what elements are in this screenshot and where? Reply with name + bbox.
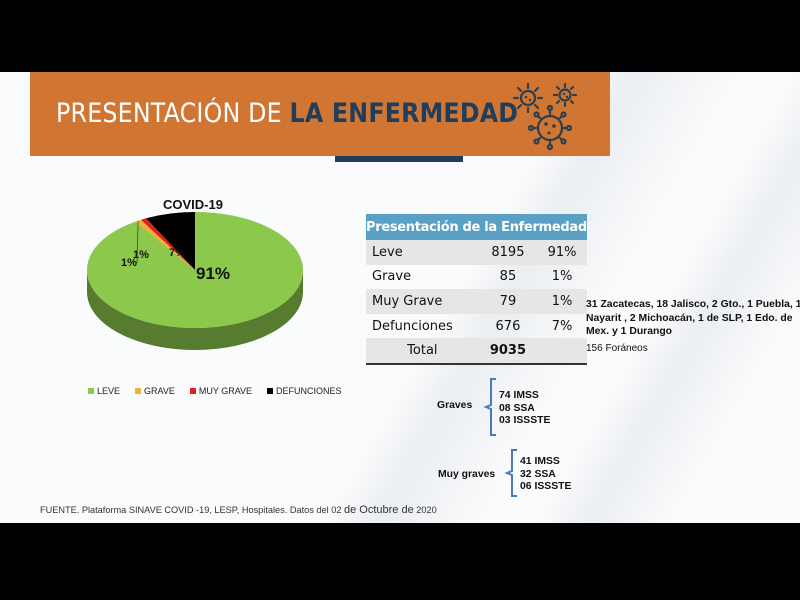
row-pct: 1%	[537, 289, 587, 314]
group-item: 74 IMSS	[499, 390, 539, 401]
title-bold: LA ENFERMEDAD	[289, 98, 519, 129]
pie-chart: 91% 1%1% 7%	[86, 212, 303, 350]
footer-year: 2020	[413, 505, 437, 515]
pie-label-muy-grave: 1%	[133, 249, 149, 261]
group-label: Muy graves	[438, 469, 496, 480]
legend-swatch	[88, 388, 94, 394]
source-footer: FUENTE. Plataforma SINAVE COVID -19, LES…	[40, 504, 437, 516]
origin-note: 31 Zacatecas, 18 Jalisco, 2 Gto., 1 Pueb…	[586, 299, 800, 337]
pie-slice-leve	[86, 212, 303, 328]
group-item: 06 ISSSTE	[520, 481, 572, 492]
legend-label: LEVE	[97, 386, 121, 396]
slide: PRESENTACIÓN DE LA ENFERMEDAD	[0, 72, 800, 523]
row-label: Grave	[372, 269, 412, 285]
brace-icon	[504, 449, 517, 497]
legend-swatch	[267, 388, 274, 394]
title-underline	[335, 156, 463, 162]
pie-slice-grave	[135, 219, 195, 270]
row-label: Leve	[366, 240, 479, 265]
title-light: PRESENTACIÓN DE	[56, 98, 290, 129]
group-item: 08 SSA	[499, 402, 535, 414]
legend-item-grave: GRAVE	[135, 386, 175, 396]
row-pct: 7%	[551, 318, 573, 334]
legend-label: MUY GRAVE	[198, 386, 253, 396]
group-item: 32 SSA	[520, 468, 556, 480]
pie-leader-line	[136, 220, 139, 264]
total-label: Total	[366, 338, 479, 365]
group-items: 41 IMSS 32 SSA 06 ISSSTE	[520, 456, 571, 494]
title-banner: PRESENTACIÓN DE LA ENFERMEDAD	[30, 72, 610, 156]
page-title: PRESENTACIÓN DE LA ENFERMEDAD	[56, 98, 518, 129]
pie-slice-muy-grave	[140, 218, 195, 270]
footer-source: FUENTE. Plataforma SINAVE COVID -19, LES…	[40, 505, 344, 515]
table-total-row: Total 9035	[366, 338, 587, 365]
legend-swatch	[135, 388, 142, 394]
virus-icon	[512, 82, 578, 150]
row-label: Muy Grave	[366, 289, 479, 314]
total-empty	[537, 338, 587, 365]
table-row: Grave 85 1%	[366, 265, 587, 290]
legend-item-defunciones: DEFUNCIONES	[267, 386, 342, 396]
pie-label-defunciones: 7%	[169, 247, 185, 259]
table-row: Leve 8195 91%	[366, 240, 587, 265]
legend-item-muy-grave: MUY GRAVE	[189, 386, 253, 396]
group-item: 41 IMSS	[520, 456, 560, 467]
row-pct: 91%	[537, 240, 587, 265]
pie-label-grave: 1%	[121, 257, 137, 269]
legend-item-leve: LEVE	[88, 386, 120, 396]
table-header: Presentación de la Enfermedad	[366, 214, 587, 240]
total-value: 9035	[478, 338, 538, 365]
legend-label: DEFUNCIONES	[276, 386, 342, 396]
footer-date: de Octubre de	[344, 504, 414, 516]
pie-side-leve	[87, 270, 303, 350]
table-row: Muy Grave 79 1%	[366, 289, 587, 314]
foraneos-note: 156 Foráneos	[586, 343, 648, 354]
row-count: 79	[478, 289, 538, 314]
row-count: 85	[499, 269, 517, 285]
legend-label: GRAVE	[144, 386, 175, 396]
legend-swatch	[189, 388, 196, 394]
group-item: 03 ISSSTE	[499, 415, 551, 426]
row-label: Defunciones	[372, 318, 453, 334]
brace-icon	[483, 378, 496, 436]
row-pct: 1%	[551, 269, 573, 285]
group-items: 74 IMSS 08 SSA 03 ISSSTE	[499, 390, 550, 428]
data-table: Presentación de la Enfermedad Leve 8195 …	[366, 214, 587, 365]
pie-slice-defunciones	[146, 212, 195, 270]
row-count: 676	[495, 318, 521, 334]
chart-legend: LEVE GRAVE MUY GRAVE DEFUNCIONES	[88, 386, 342, 396]
chart-title: COVID-19	[163, 197, 223, 212]
group-label: Graves	[437, 400, 473, 411]
table-row: Defunciones 676 7%	[366, 314, 587, 339]
row-count: 8195	[478, 240, 538, 265]
pie-label-leve: 91%	[196, 264, 230, 283]
